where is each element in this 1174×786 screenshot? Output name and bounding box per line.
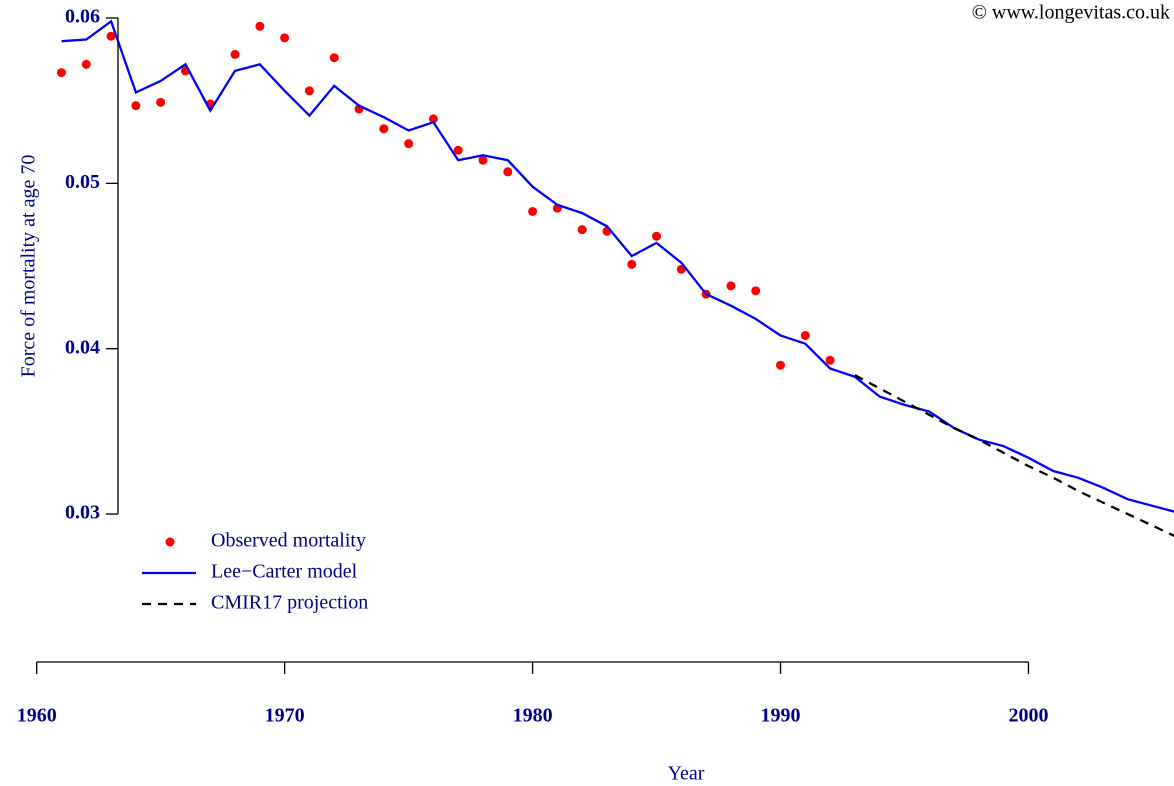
x-tick-label: 1970: [265, 705, 305, 727]
data-point: [627, 259, 637, 269]
data-point: [131, 101, 141, 111]
data-point: [652, 231, 662, 241]
data-point: [800, 330, 810, 340]
legend-label: Observed mortality: [211, 530, 366, 552]
x-axis-label: Year: [668, 763, 705, 785]
legend-symbol: [165, 537, 175, 547]
data-point: [776, 360, 786, 370]
data-point: [379, 124, 389, 134]
data-point: [751, 286, 761, 296]
data-point: [156, 97, 166, 107]
data-point: [56, 68, 66, 78]
data-point: [577, 225, 587, 235]
plot-area: [56, 19, 1174, 537]
data-point: [230, 49, 240, 59]
y-axis-label: Force of mortality at age 70: [18, 155, 40, 378]
x-tick-label: 2000: [1008, 705, 1048, 727]
data-point: [255, 21, 265, 31]
data-point: [428, 114, 438, 124]
data-point: [404, 139, 414, 149]
annotation: © www.longevitas.co.uk: [972, 2, 1170, 24]
legend-label: Lee−Carter model: [211, 561, 358, 583]
series-line: [854, 374, 1174, 537]
data-point: [453, 145, 463, 155]
data-point: [528, 206, 538, 216]
data-point: [503, 167, 513, 177]
x-tick-label: 1980: [513, 705, 553, 727]
x-tick-label: 1990: [761, 705, 801, 727]
y-tick-label: 0.03: [65, 502, 100, 524]
legend-label: CMIR17 projection: [211, 592, 368, 614]
data-point: [106, 31, 116, 41]
y-tick-label: 0.05: [65, 171, 100, 193]
data-point: [81, 59, 91, 69]
data-point: [478, 155, 488, 165]
y-tick-label: 0.04: [65, 336, 100, 358]
data-point: [280, 33, 290, 43]
series-line: [61, 19, 1174, 513]
x-tick-label: 1960: [17, 705, 57, 727]
data-point: [726, 281, 736, 291]
data-point: [304, 86, 314, 96]
y-tick-label: 0.06: [65, 6, 100, 28]
data-point: [825, 355, 835, 365]
data-point: [329, 53, 339, 63]
